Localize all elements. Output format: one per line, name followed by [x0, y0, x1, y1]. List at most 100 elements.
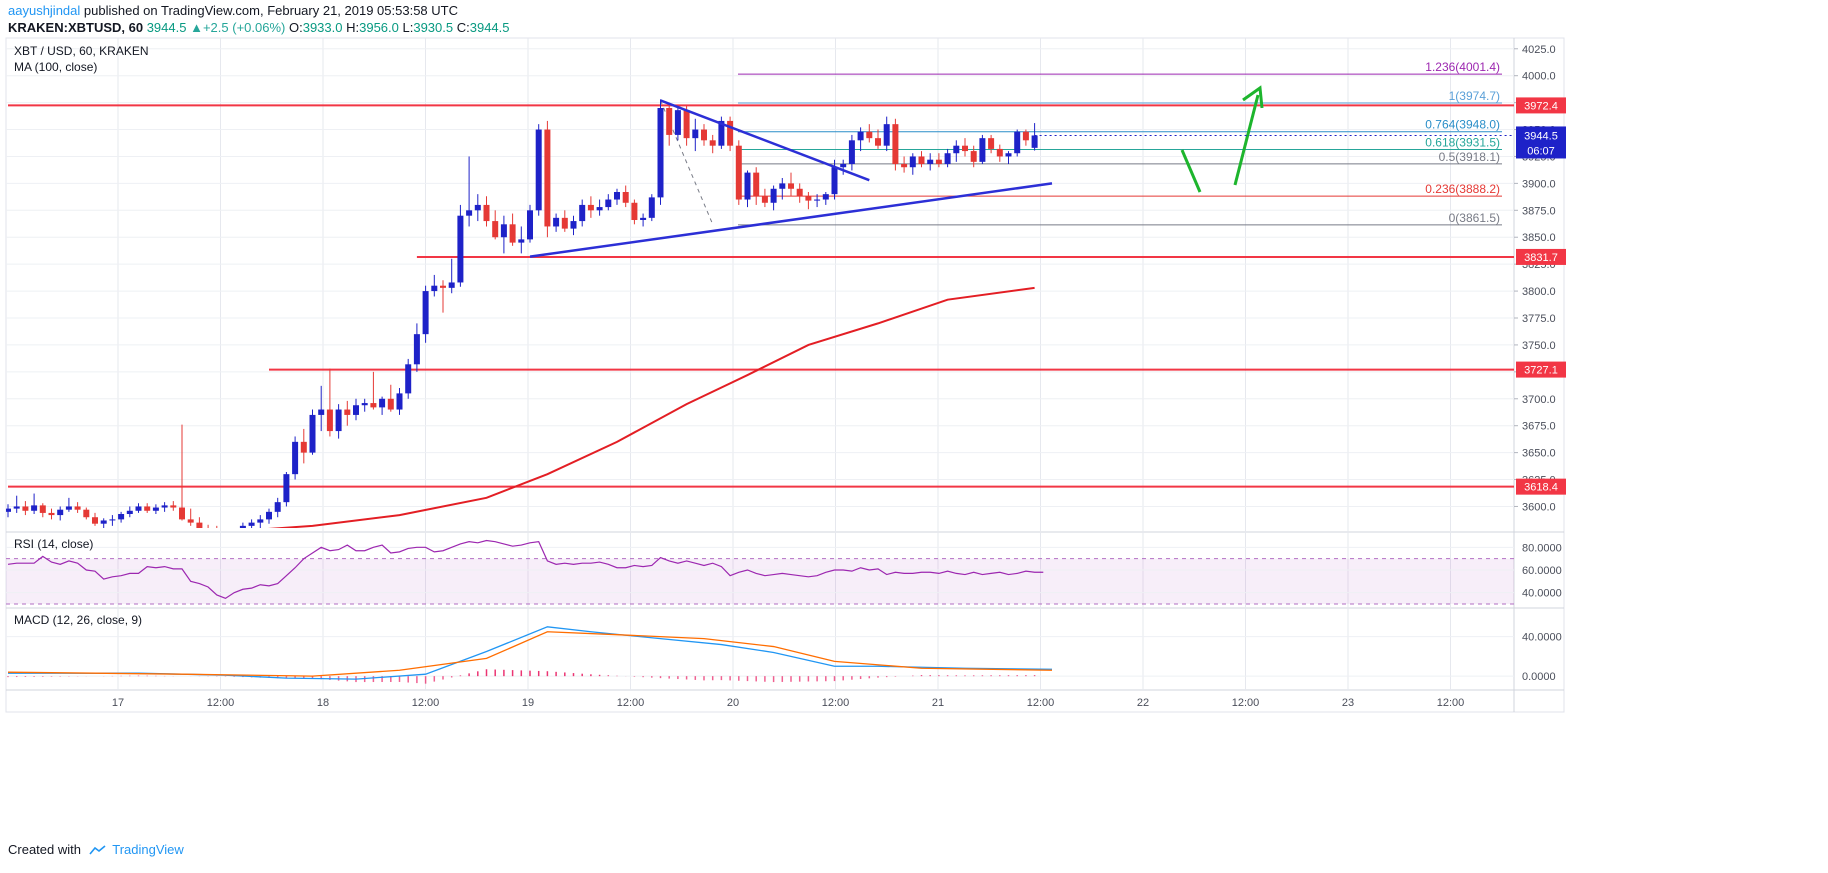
macd-legend: MACD (12, 26, close, 9) — [14, 613, 142, 627]
last-price-box — [1516, 126, 1566, 159]
candle-body — [39, 505, 46, 513]
candle-body — [144, 506, 151, 511]
time-tick-label: 12:00 — [1027, 697, 1055, 709]
candle-body — [614, 192, 620, 200]
quote-line: KRAKEN:XBTUSD, 60 3944.5 ▲+2.5 (+0.06%) … — [8, 20, 510, 35]
level-price-label: 3618.4 — [1524, 482, 1558, 494]
fib-level-label: 1(3974.7) — [1449, 89, 1500, 103]
candle-body — [13, 506, 20, 509]
candle-body — [318, 409, 325, 415]
arrow-head-icon — [1242, 85, 1264, 109]
price-tick-label: 3600.0 — [1522, 501, 1556, 513]
time-tick-label: 12:00 — [617, 697, 645, 709]
tradingview-link[interactable]: TradingView — [112, 842, 184, 857]
high-value: 3956.0 — [359, 20, 399, 35]
candle-body — [231, 530, 237, 535]
candle-body — [274, 502, 281, 512]
candle-body — [553, 217, 560, 227]
candle-body — [74, 506, 81, 510]
candle-body — [283, 474, 290, 503]
trendline — [529, 182, 1053, 258]
candle-body — [396, 393, 403, 410]
candle-body — [622, 192, 629, 203]
candle-body — [100, 520, 107, 524]
candle-body — [814, 199, 821, 201]
candle-body — [709, 140, 716, 146]
candle-body — [387, 398, 394, 410]
candle-body — [892, 124, 899, 164]
candle-body — [440, 285, 446, 288]
candle-body — [492, 221, 499, 238]
level-price-box — [1516, 478, 1566, 495]
candle-body — [979, 138, 986, 162]
candle-body — [292, 441, 299, 475]
price-tick-label: 3650.0 — [1522, 448, 1556, 460]
candle-body — [857, 131, 864, 141]
time-tick-label: 12:00 — [207, 697, 235, 709]
candle-body — [831, 167, 838, 195]
candle-body — [266, 511, 272, 520]
author-link[interactable]: aayushjindal — [8, 3, 81, 18]
candle-body — [953, 145, 960, 154]
rsi-tick-label: 60.0000 — [1522, 565, 1562, 577]
candle-body — [544, 129, 551, 227]
price-tick-label: 3875.0 — [1522, 205, 1556, 217]
level-price-label: 3831.7 — [1524, 252, 1558, 264]
open-value: 3933.0 — [302, 20, 343, 35]
candle-body — [57, 509, 64, 516]
candle-body — [83, 509, 90, 518]
candles-group — [6, 99, 1038, 535]
candle-body — [300, 441, 307, 453]
candle-body — [48, 512, 55, 516]
macd-line — [8, 626, 1053, 680]
candle-body — [779, 183, 786, 189]
candle-body — [509, 224, 516, 243]
candle-body — [683, 110, 690, 139]
candle-body — [1014, 131, 1021, 154]
candle-body — [535, 129, 542, 211]
candle-body — [92, 517, 98, 524]
candle-body — [31, 505, 38, 511]
candle-body — [500, 224, 507, 238]
candle-body — [379, 398, 386, 408]
macd-histogram — [7, 669, 1036, 684]
price-tick-label: 3775.0 — [1522, 313, 1556, 325]
candle-body — [988, 138, 995, 149]
candle-body — [909, 156, 916, 168]
candle-body — [179, 507, 185, 520]
level-price-box — [1516, 248, 1566, 265]
candle-body — [788, 183, 794, 189]
time-tick-label: 21 — [932, 697, 944, 709]
time-tick-label: 19 — [522, 697, 534, 709]
time-tick-label: 17 — [112, 697, 124, 709]
price-tick-label: 3700.0 — [1522, 394, 1556, 406]
candle-body — [1005, 153, 1012, 157]
candle-body — [770, 188, 777, 203]
candle-body — [422, 291, 429, 335]
candle-body — [187, 519, 194, 523]
candle-body — [335, 409, 342, 432]
last-price-label: 3944.5 — [1524, 130, 1558, 142]
candle-body — [326, 409, 333, 432]
macd-signal-line — [7, 631, 1053, 677]
candle-body — [257, 519, 264, 523]
candle-body — [796, 188, 803, 197]
candle-body — [648, 197, 655, 218]
footer: Created with TradingView — [8, 842, 184, 857]
fib-level-label: 0.764(3948.0) — [1425, 118, 1500, 132]
time-tick-label: 23 — [1342, 697, 1354, 709]
candle-body — [248, 522, 255, 526]
candle-body — [405, 364, 412, 394]
trendline — [660, 99, 870, 182]
candle-body — [109, 519, 116, 521]
bar-countdown-label: 06:07 — [1527, 145, 1555, 157]
time-tick-label: 12:00 — [412, 697, 440, 709]
candle-body — [753, 172, 760, 197]
candle-body — [518, 239, 525, 243]
rsi-tick-label: 80.0000 — [1522, 542, 1562, 554]
price-tick-label: 3850.0 — [1522, 232, 1556, 244]
candle-body — [962, 145, 968, 152]
time-tick-label: 12:00 — [1437, 697, 1465, 709]
price-tick-label: 3750.0 — [1522, 340, 1556, 352]
